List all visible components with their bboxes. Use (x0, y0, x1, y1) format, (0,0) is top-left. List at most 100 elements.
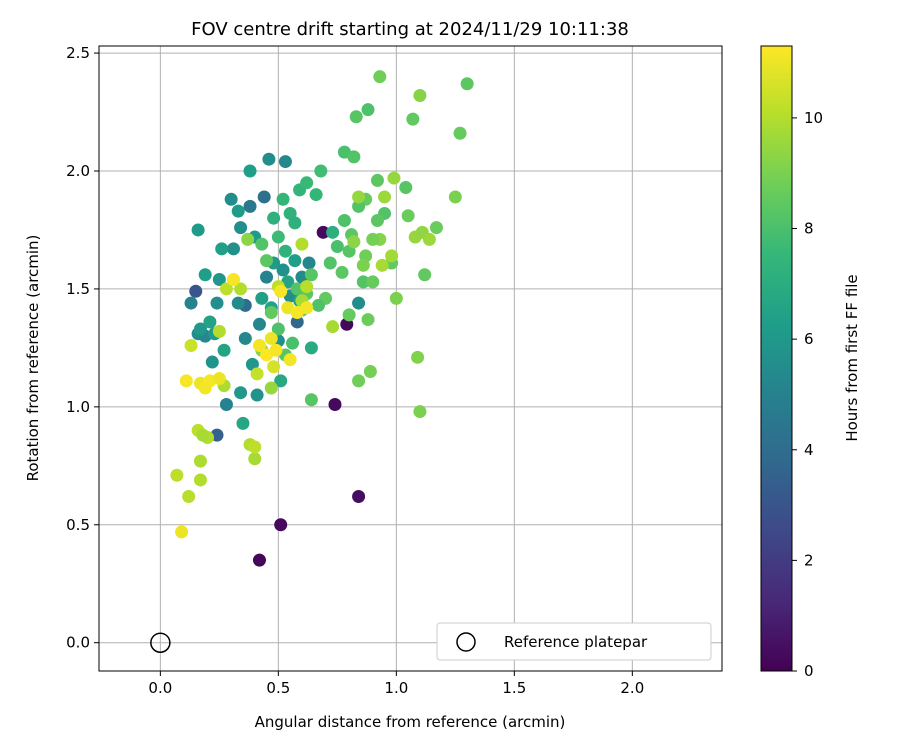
data-point (387, 171, 401, 185)
data-point (231, 204, 245, 218)
data-point (328, 397, 342, 411)
y-tick-label: 2.5 (66, 44, 90, 62)
data-point (196, 428, 210, 442)
reference-marker-layer (150, 632, 171, 653)
data-point (356, 258, 370, 272)
data-point (210, 296, 224, 310)
legend-box (436, 622, 712, 661)
data-point (203, 315, 217, 329)
x-tick-label: 1.5 (502, 679, 526, 697)
data-point (205, 355, 219, 369)
colorbar-tick-label: 6 (804, 330, 814, 348)
data-point (422, 232, 436, 246)
data-point (234, 282, 248, 296)
data-point (330, 239, 344, 253)
legend: Reference platepar (436, 622, 712, 661)
data-point (413, 89, 427, 103)
y-tick-label: 0.5 (66, 516, 90, 534)
plot-area (99, 46, 722, 671)
data-point (260, 254, 274, 268)
data-point (175, 525, 189, 539)
data-point (250, 388, 264, 402)
data-point (243, 199, 257, 213)
data-point (189, 284, 203, 298)
data-point (227, 272, 241, 286)
data-point (326, 320, 340, 334)
data-point (184, 339, 198, 353)
data-point (399, 181, 413, 195)
data-point (236, 416, 250, 430)
data-point (241, 232, 255, 246)
data-point (257, 190, 271, 204)
data-point (378, 190, 392, 204)
data-point (243, 164, 257, 178)
data-point (453, 126, 467, 140)
data-point (260, 270, 274, 284)
colorbar-tick-label: 2 (804, 551, 814, 569)
data-point (193, 322, 207, 336)
data-point (316, 225, 330, 239)
data-point (304, 393, 318, 407)
data-point (267, 360, 281, 374)
data-point (252, 317, 266, 331)
data-point (231, 296, 245, 310)
data-point (352, 199, 366, 213)
data-point (347, 150, 361, 164)
data-point (366, 275, 380, 289)
data-point (283, 353, 297, 367)
data-point (248, 452, 262, 466)
x-tick-label: 2.0 (620, 679, 644, 697)
data-point (191, 223, 205, 237)
data-point (288, 216, 302, 230)
data-point (198, 268, 212, 282)
x-axis-ticks: 0.0 0.5 1.0 1.5 2.0 (148, 671, 644, 697)
data-point (460, 77, 474, 91)
data-point (179, 374, 193, 388)
data-point (363, 364, 377, 378)
data-point (193, 454, 207, 468)
data-point (276, 263, 290, 277)
y-tick-label: 1.0 (66, 398, 90, 416)
y-axis-label: Rotation from reference (arcmin) (24, 235, 42, 482)
data-point (335, 265, 349, 279)
data-point (401, 209, 415, 223)
data-point (385, 249, 399, 263)
data-point (304, 341, 318, 355)
data-point (267, 211, 281, 225)
data-point (264, 331, 278, 345)
data-point (418, 268, 432, 282)
data-point (274, 284, 288, 298)
y-tick-label: 1.5 (66, 280, 90, 298)
data-point (352, 190, 366, 204)
data-point (264, 381, 278, 395)
data-point (309, 188, 323, 202)
data-point (370, 214, 384, 228)
legend-marker (456, 632, 476, 652)
data-point (314, 164, 328, 178)
data-point (429, 221, 443, 235)
data-point (361, 103, 375, 117)
data-point (389, 291, 403, 305)
x-tick-label: 0.5 (266, 679, 290, 697)
data-point (411, 350, 425, 364)
data-point (255, 291, 269, 305)
data-point (366, 232, 380, 246)
data-point (347, 235, 361, 249)
data-point (212, 372, 226, 386)
colorbar-tick-label: 4 (804, 441, 814, 459)
data-point (290, 315, 304, 329)
y-tick-label: 2.0 (66, 162, 90, 180)
x-tick-label: 0.0 (148, 679, 172, 697)
data-point (288, 254, 302, 268)
data-point (375, 258, 389, 272)
colorbar-ticks: 0 2 4 6 8 10 (792, 109, 823, 680)
data-point (302, 256, 316, 270)
data-point (274, 518, 288, 532)
data-point (248, 440, 262, 454)
data-point (278, 244, 292, 258)
data-point (269, 343, 283, 357)
data-point (234, 386, 248, 400)
data-point (352, 374, 366, 388)
data-point (238, 331, 252, 345)
